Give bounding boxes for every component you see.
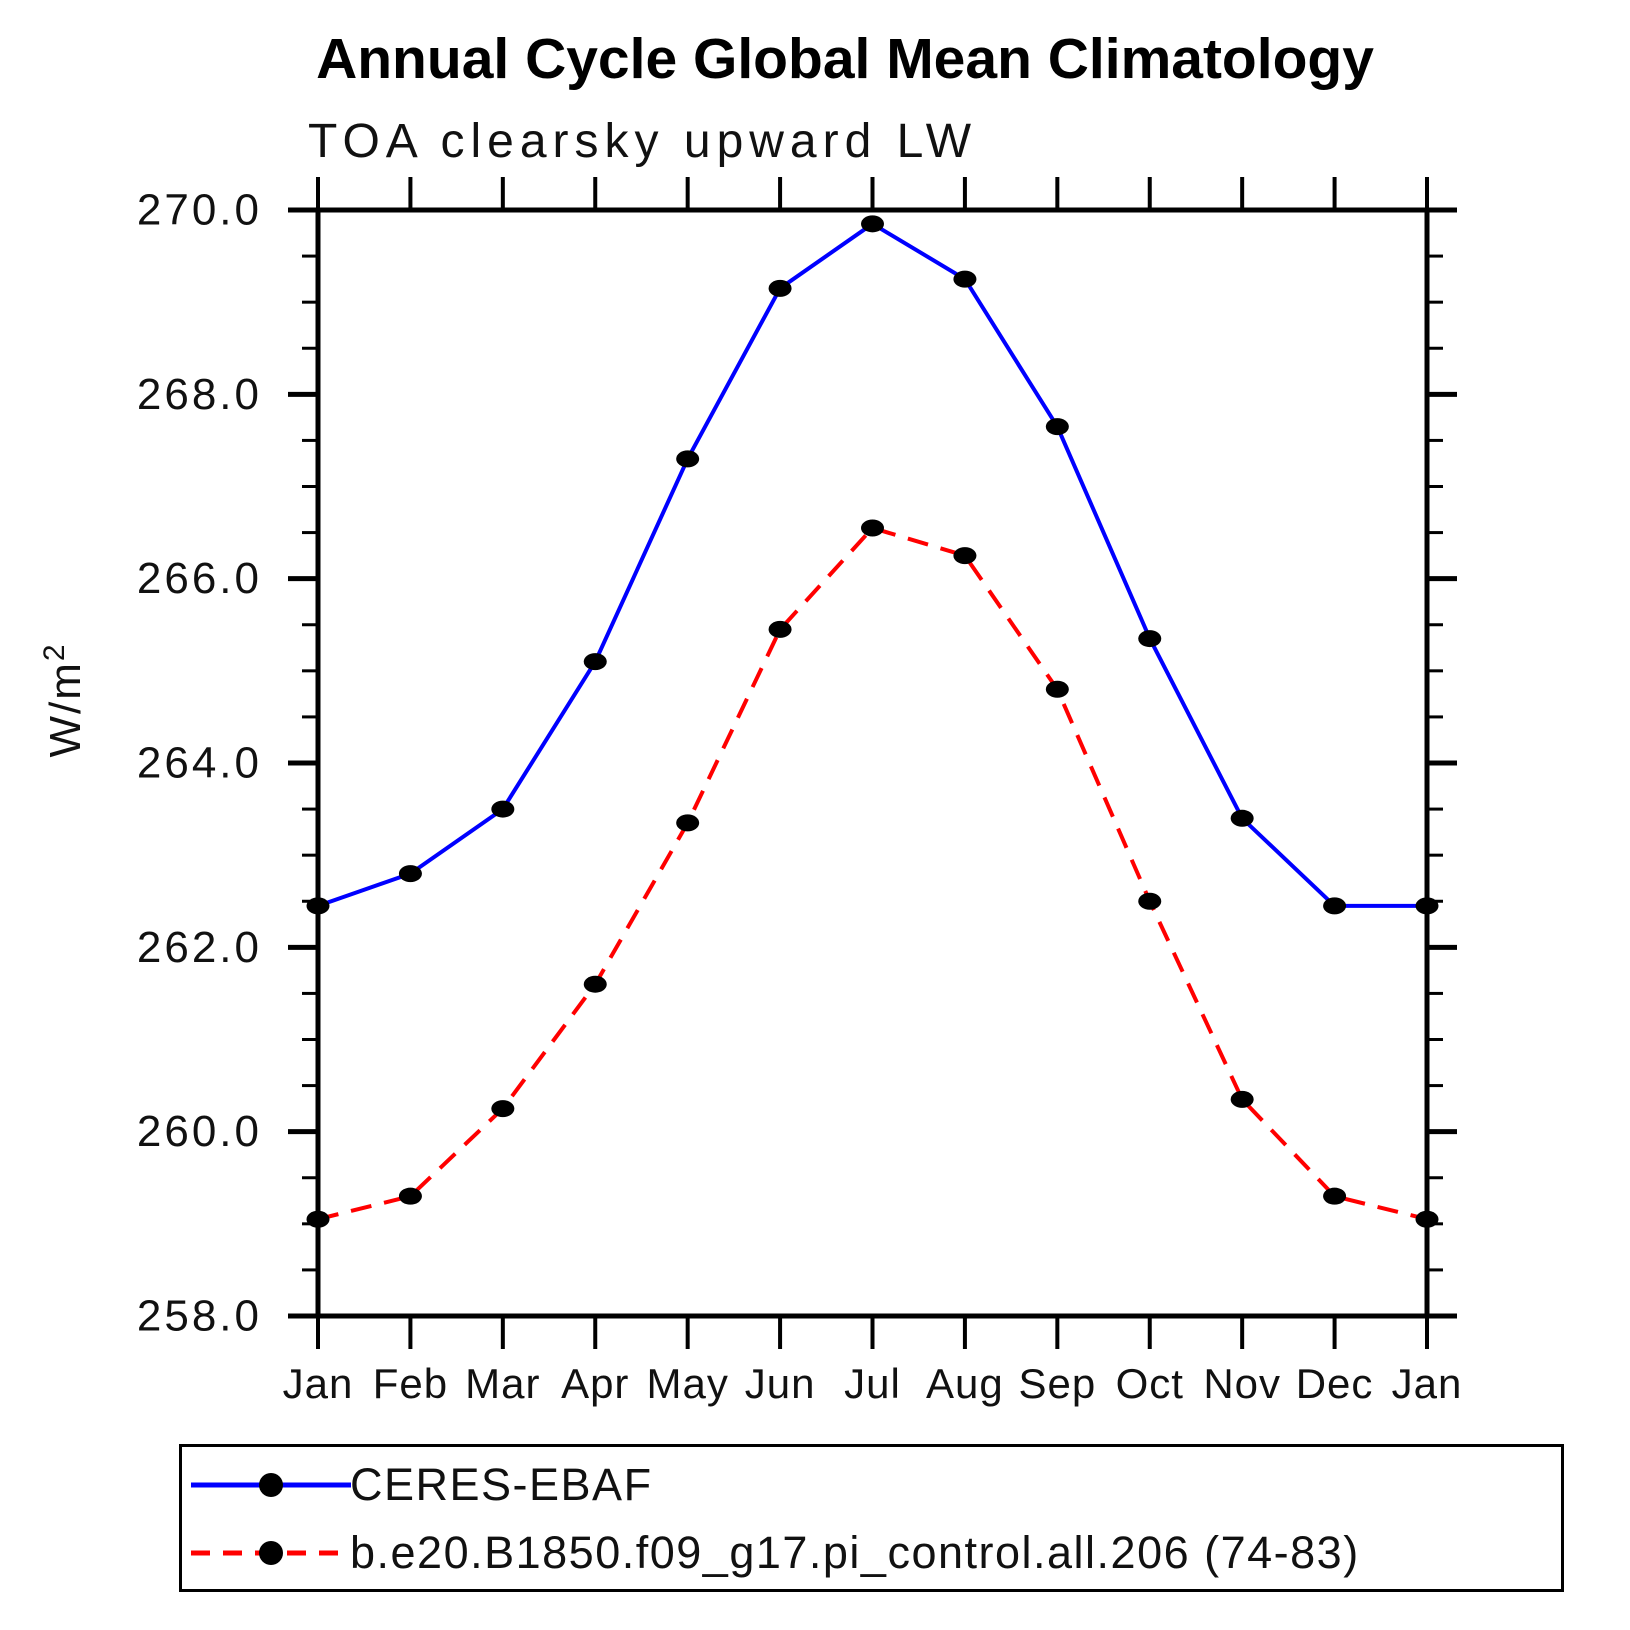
data-point-marker bbox=[398, 865, 422, 883]
data-point-marker bbox=[1230, 809, 1254, 827]
y-tick-label: 262.0 bbox=[137, 923, 262, 972]
data-point-marker bbox=[491, 800, 515, 818]
x-tick-label: Oct bbox=[1116, 1360, 1184, 1407]
data-point-marker bbox=[1415, 897, 1439, 915]
x-tick-label: Jul bbox=[844, 1360, 901, 1407]
series-b-e20-b1850-f09-g17-pi-control-all-206-74-83 bbox=[306, 519, 1439, 1228]
chart-title: Annual Cycle Global Mean Climatology bbox=[316, 27, 1374, 91]
y-tick-label: 266.0 bbox=[137, 554, 262, 603]
legend-label-model: b.e20.B1850.f09_g17.pi_control.all.206 (… bbox=[350, 1527, 1360, 1578]
data-point-marker bbox=[861, 215, 884, 233]
y-tick-label: 258.0 bbox=[137, 1292, 262, 1341]
data-point-marker bbox=[1138, 630, 1162, 648]
chart-subtitle: TOA clearsky upward LW bbox=[308, 115, 978, 168]
data-point-marker bbox=[1415, 1210, 1439, 1228]
series-ceres-ebaf bbox=[306, 215, 1439, 915]
data-point-marker bbox=[768, 620, 792, 638]
x-tick-label: Mar bbox=[465, 1360, 540, 1407]
y-tick-label: 270.0 bbox=[137, 186, 262, 235]
x-tick-label: Apr bbox=[561, 1360, 629, 1407]
y-tick-label: 268.0 bbox=[137, 370, 262, 419]
series-line bbox=[317, 221, 1427, 908]
legend-sample-line-solid bbox=[191, 1473, 351, 1497]
x-tick-label: Dec bbox=[1296, 1360, 1374, 1407]
data-point-marker bbox=[1323, 897, 1347, 915]
series-line bbox=[317, 526, 1428, 1222]
x-tick-label: Jan bbox=[1392, 1360, 1463, 1407]
data-point-marker bbox=[306, 897, 330, 915]
legend-sample-line-dashed bbox=[191, 1541, 351, 1565]
x-tick-label: Sep bbox=[1018, 1360, 1096, 1407]
y-tick-label: 260.0 bbox=[137, 1107, 262, 1156]
data-point-marker bbox=[953, 270, 977, 288]
legend-marker-dot bbox=[259, 1541, 283, 1565]
data-point-marker bbox=[676, 450, 700, 468]
data-point-marker bbox=[1045, 418, 1069, 436]
data-point-marker bbox=[768, 279, 792, 297]
legend-label-ceres-ebaf: CERES-EBAF bbox=[350, 1459, 653, 1510]
data-point-marker bbox=[861, 519, 884, 537]
x-tick-label: Feb bbox=[373, 1360, 448, 1407]
legend-box: CERES-EBAF b.e20.B1850.f09_g17.pi_contro… bbox=[179, 1444, 1564, 1592]
data-point-marker bbox=[491, 1100, 515, 1118]
data-point-marker bbox=[583, 653, 607, 671]
x-tick-label: Nov bbox=[1203, 1360, 1281, 1407]
data-point-marker bbox=[953, 547, 977, 565]
data-point-marker bbox=[1323, 1187, 1347, 1205]
data-point-marker bbox=[1045, 680, 1069, 698]
data-point-marker bbox=[1138, 892, 1162, 910]
x-tick-label: Jun bbox=[745, 1360, 816, 1407]
x-tick-label: Jan bbox=[283, 1360, 354, 1407]
y-tick-label: 264.0 bbox=[137, 739, 262, 788]
x-tick-label: Aug bbox=[926, 1360, 1004, 1407]
data-point-marker bbox=[1230, 1090, 1254, 1108]
x-tick-label: May bbox=[646, 1360, 728, 1407]
data-point-marker bbox=[306, 1210, 330, 1228]
legend-marker-dot bbox=[259, 1473, 283, 1497]
data-point-marker bbox=[676, 814, 700, 832]
data-point-marker bbox=[398, 1187, 422, 1205]
y-axis-title: W/m2 bbox=[38, 642, 90, 757]
data-point-marker bbox=[583, 975, 607, 993]
